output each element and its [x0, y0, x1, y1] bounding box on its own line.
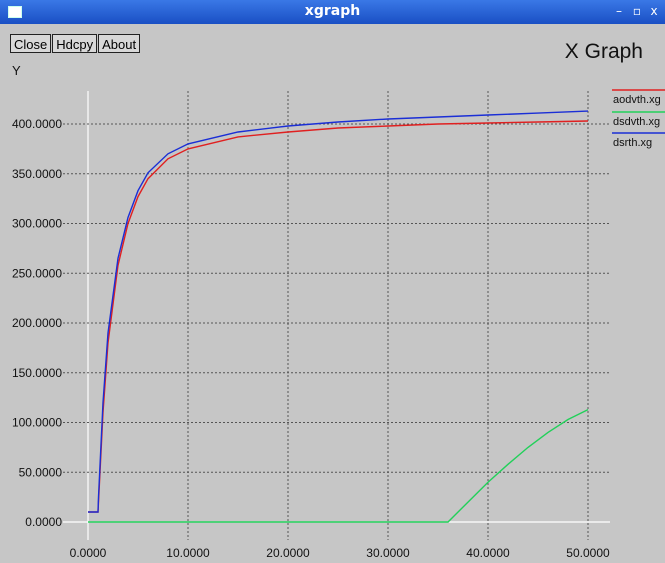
x-tick-label: 0.0000	[70, 546, 107, 560]
close-icon[interactable]: x	[650, 4, 658, 18]
y-tick-label: 300.0000	[12, 217, 62, 231]
series-line-aodvth-xg	[88, 120, 589, 513]
y-tick-label: 350.0000	[12, 167, 62, 181]
toolbar: Close Hdcpy About	[10, 34, 141, 53]
window-menu-icon[interactable]	[8, 6, 22, 18]
legend-label: dsrth.xg	[613, 137, 652, 149]
hdcpy-button[interactable]: Hdcpy	[52, 34, 98, 53]
window-title: xgraph	[304, 3, 361, 19]
x-tick-label: 30.0000	[366, 546, 410, 560]
maximize-icon[interactable]: ▫	[632, 4, 642, 18]
y-tick-label: 50.0000	[19, 465, 63, 479]
x-tick-label: 20.0000	[266, 546, 310, 560]
series-line-dsrth-xg	[88, 110, 589, 513]
legend-label: dsdvth.xg	[613, 116, 660, 128]
y-tick-label: 200.0000	[12, 316, 62, 330]
x-tick-label: 40.0000	[466, 546, 510, 560]
minimize-icon[interactable]: –	[616, 4, 622, 18]
y-tick-label: 250.0000	[12, 266, 62, 280]
graph-title: X Graph	[564, 40, 643, 63]
close-button[interactable]: Close	[10, 34, 52, 53]
series-line-dsdvth-xg	[88, 408, 589, 523]
y-tick-label: 100.0000	[12, 416, 62, 430]
legend-label: aodvth.xg	[613, 94, 661, 106]
y-tick-label: 400.0000	[12, 117, 62, 131]
about-button[interactable]: About	[98, 34, 141, 53]
x-tick-label: 10.0000	[166, 546, 210, 560]
y-tick-label: 150.0000	[12, 366, 62, 380]
y-axis-label: Y	[12, 63, 21, 78]
x-tick-label: 50.0000	[566, 546, 610, 560]
y-tick-label: 0.0000	[25, 515, 62, 529]
title-bar[interactable]: xgraph – ▫ x	[0, 0, 665, 24]
